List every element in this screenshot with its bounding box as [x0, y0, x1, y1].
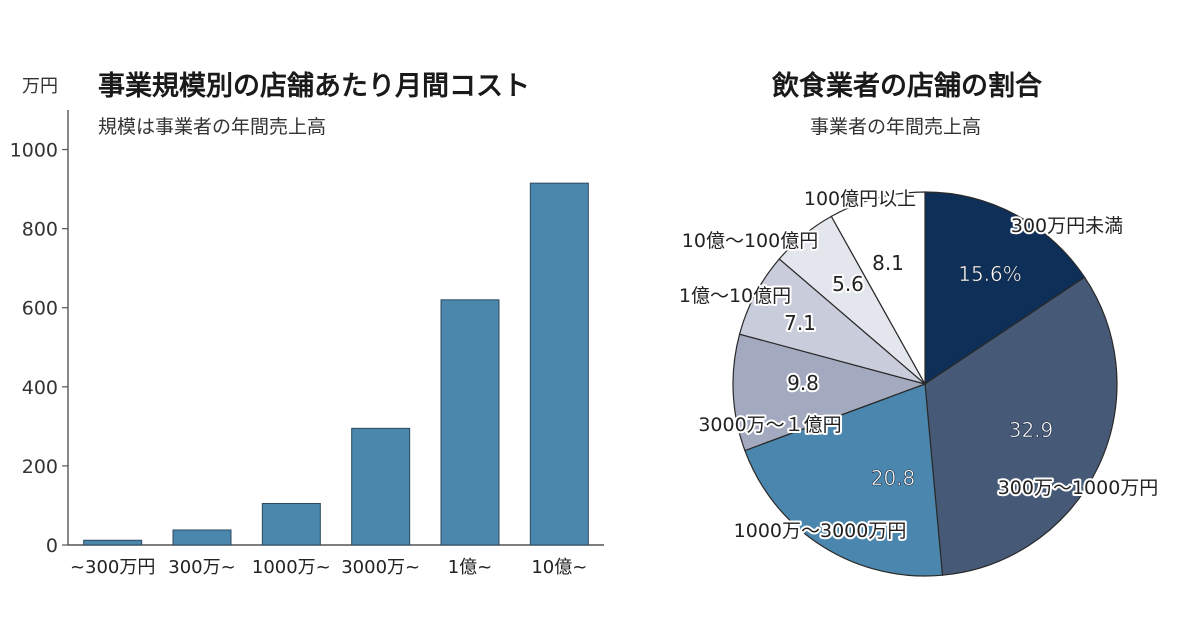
pie-value-label: 9.8: [787, 371, 819, 395]
pie-category-label: 3000万～１億円: [698, 414, 841, 436]
y-tick-label: 800: [22, 219, 58, 241]
pie-category-label: 300万～1000万円: [998, 477, 1159, 499]
y-axis-unit: 万円: [22, 76, 58, 97]
y-tick-label: 200: [22, 456, 58, 478]
pie-chart-plot: 15.6% 300万円未満 32.9 300万～1000万円 20.8 1000万～300…: [677, 186, 1160, 577]
x-tick-label: 300万~: [168, 557, 235, 578]
bar: [261, 502, 321, 546]
bar-chart-title: 事業規模別の店舗あたり月間コスト: [98, 71, 530, 102]
pie-value-label: 15.6%: [958, 262, 1022, 286]
pie-category-label: 100億円以上: [804, 188, 916, 210]
pie-chart-title: 飲食業者の店舗の割合: [772, 71, 1042, 102]
x-tick-label: 10億~: [531, 557, 587, 578]
pie-value-label: 20.8: [871, 466, 916, 490]
x-tick-label: 3000万~: [341, 557, 420, 578]
bar-chart-plot: 0 200 400 600 800 1000 ~300万円 300万~ 1000万~ 3000万~…: [10, 110, 604, 578]
pie-value-label: 32.9: [1009, 418, 1054, 442]
pie-value-label: 5.6: [832, 272, 864, 296]
pie-slice: [744, 383, 944, 577]
bar-chart-panel: 万円 事業規模別の店舗あたり月間コスト 規模は事業者の年間売上高 0 200 400…: [10, 71, 604, 578]
bar: [351, 427, 411, 546]
pie-category-label: 300万円未満: [1011, 215, 1123, 237]
y-tick-label: 1000: [10, 140, 58, 162]
bar: [529, 182, 589, 546]
bar-chart-subtitle: 規模は事業者の年間売上高: [98, 116, 327, 138]
y-tick-label: 400: [22, 377, 58, 399]
pie-chart-panel: 飲食業者の店舗の割合 事業者の年間売上高 15.6% 300万円未満 32.9 300…: [620, 0, 1200, 630]
bar: [440, 299, 500, 546]
pie-chart-subtitle: 事業者の年間売上高: [810, 116, 982, 138]
pie-slice: [830, 191, 926, 387]
pie-slice: [732, 333, 927, 452]
pie-slice: [924, 276, 1118, 576]
y-tick-label: 600: [22, 298, 58, 320]
pie-value-label: 8.1: [872, 251, 904, 275]
pie-value-label: 7.1: [784, 311, 816, 335]
x-tick-label: ~300万円: [70, 557, 155, 578]
pie-category-label: 10億～100億円: [682, 230, 818, 252]
x-tick-label: 1億~: [448, 557, 493, 578]
pie-category-label: 1000万～3000万円: [734, 520, 907, 542]
pie-category-label: 1億～10億円: [679, 285, 791, 307]
bar: [83, 539, 143, 546]
x-tick-label: 1000万~: [252, 557, 331, 578]
y-tick-label: 0: [46, 535, 58, 557]
pie-slice: [924, 191, 1086, 386]
bar: [172, 529, 232, 546]
